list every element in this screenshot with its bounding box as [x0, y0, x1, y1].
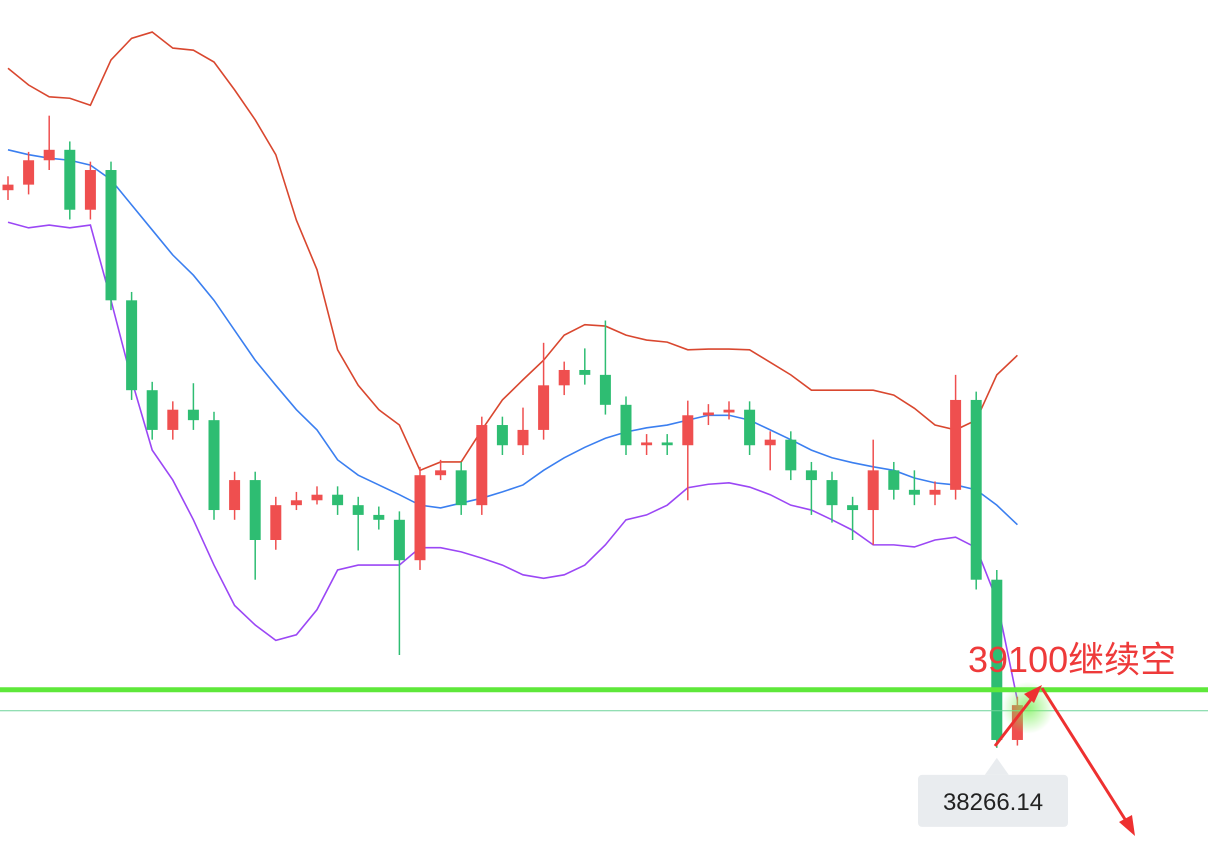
annotation: 39100继续空 — [968, 639, 1176, 680]
candle-body — [579, 369, 591, 375]
candle-body — [908, 489, 920, 495]
candle-body — [702, 412, 714, 416]
low-label: 38266.14 — [943, 789, 1043, 816]
arrow-up — [993, 692, 1038, 747]
candle-body — [43, 149, 55, 161]
candle-body — [661, 442, 673, 446]
low-pointer — [984, 757, 1009, 775]
candle-body — [229, 480, 241, 511]
candle-body — [620, 404, 632, 446]
candle-body — [476, 425, 488, 506]
candle-body — [805, 470, 817, 481]
candle-body — [847, 505, 859, 511]
candle-body — [187, 409, 199, 421]
candle-body — [744, 409, 756, 446]
candle-body — [950, 399, 962, 490]
candle-body — [496, 425, 508, 446]
candle-body — [64, 149, 76, 210]
candle-body — [517, 429, 529, 446]
candle-body — [641, 442, 653, 446]
candle-body — [991, 579, 1003, 740]
candle-body — [723, 409, 735, 413]
candle-body — [558, 369, 570, 386]
candle-body — [764, 439, 776, 446]
candle-body — [393, 519, 405, 561]
candle-body — [208, 420, 220, 511]
candle-body — [332, 494, 344, 506]
candle-body — [867, 470, 879, 511]
candle-body — [785, 439, 797, 471]
candle-body — [373, 514, 385, 520]
candle-body — [290, 500, 302, 506]
low-label-box — [918, 774, 1068, 827]
candle-body — [970, 399, 982, 580]
candle-body — [146, 390, 158, 430]
candle-body — [826, 480, 838, 506]
candle-body — [23, 160, 35, 185]
candle-body — [84, 170, 96, 210]
band-line — [7, 149, 1018, 526]
candle-body — [352, 505, 364, 515]
candle-body — [126, 300, 138, 391]
candle-body — [538, 385, 550, 430]
candle-body — [414, 475, 426, 561]
candle-body — [105, 170, 117, 301]
candle-body — [888, 470, 900, 490]
candle-body — [455, 470, 467, 506]
candle-body — [311, 494, 323, 501]
candle-body — [435, 470, 447, 476]
candle-body — [599, 374, 611, 405]
arrow-down — [1040, 687, 1130, 825]
candle-body — [167, 409, 179, 430]
candle-body — [929, 489, 941, 495]
candle-body — [249, 480, 261, 540]
band-line — [7, 31, 1018, 472]
candle-body — [2, 184, 14, 191]
arrow-head — [1024, 685, 1042, 703]
arrow-head — [1119, 815, 1135, 836]
band-line — [7, 221, 1019, 701]
candle-body — [682, 415, 694, 446]
candle-body — [270, 505, 282, 540]
